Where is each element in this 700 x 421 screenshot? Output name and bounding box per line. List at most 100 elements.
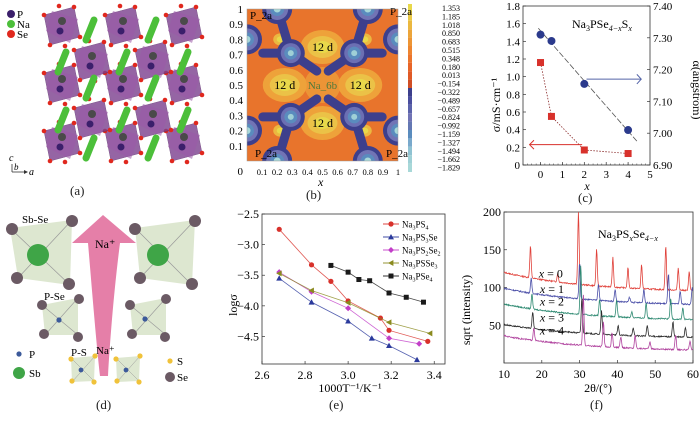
legend-label-part: 3 [426,239,429,245]
contour-x-tick-label: 0.9 [378,167,389,177]
x-tick-label: 0 [538,169,544,181]
composition-label: x = 2 [539,295,564,309]
legend-p-icon [7,10,15,18]
data-point [308,299,315,305]
x-tick-label: 3 [603,169,609,181]
composition-label-x: x [539,282,546,296]
se-atom [71,105,77,111]
se-atom [108,42,114,48]
composition-label-x: x [539,310,546,324]
legend-label-part: PS [416,220,426,230]
title-part: 4−x [645,234,658,243]
sb-atom [27,244,49,266]
legend-sb-icon [13,367,25,379]
se-atom [56,3,62,9]
na-channel [82,16,98,44]
contour-level [247,127,251,135]
pse4-face [76,104,108,136]
se-atom [132,47,138,53]
se-atom [138,34,144,40]
conductivity-point [547,112,555,120]
contour-y-tick-label: 0.5 [229,80,243,92]
atom [149,52,157,60]
colorbar-tick-label: 0.013 [442,71,460,80]
atom [58,17,66,25]
pse4-face [76,46,108,78]
contour-level [394,127,398,135]
se-atom [107,69,113,75]
se-atom [132,120,138,126]
conductivity-point [624,150,632,158]
na-channel [144,134,160,162]
na-channel [115,106,131,134]
pse4-face [46,11,78,43]
y-tick-label: 50 [489,318,501,332]
title-part: 3 [586,24,590,33]
y-right-tick-label: 6.90 [653,160,673,172]
colorbar-tick-label: −1.159 [437,130,460,139]
legend-label-part: 2 [438,252,441,258]
y-right-tick-label: 7.10 [653,96,673,108]
se-atom [199,34,205,40]
na-channel [82,134,98,162]
chart-f-title: Na3PSxSe4−x [598,227,658,243]
se-atom [62,159,68,165]
colorbar-swatch [408,130,412,139]
colorbar-swatch [408,146,412,156]
contour-y-tick-label: 0.3 [229,110,243,122]
se-atom [169,158,175,164]
data-point [388,247,394,253]
panel-c-label: (c) [578,190,593,205]
contour-x-tick-label: 0.3 [287,167,298,177]
lattice-point [536,30,545,39]
y-tick-label: 0.4 [506,125,520,137]
legend-label: Na3PSe4 [402,272,433,284]
data-point [368,335,375,341]
colorbar-tick-label: 0.683 [442,38,460,47]
colorbar-swatch [408,79,412,88]
data-point [276,270,282,277]
data-point [356,277,362,283]
p-atom [117,85,125,93]
title-part: x [627,24,632,33]
lattice-point [580,79,589,88]
panel-d-label: (d) [96,397,112,412]
ps-polyhedron-left [68,353,98,385]
legend-label-part: 4 [430,278,433,284]
se-atom [107,127,113,133]
composition-label-value: = 3 [545,310,564,324]
colorbar-tick-label: −0.489 [437,96,460,105]
data-point [386,342,393,349]
se-atom [101,97,107,103]
xrd-pattern-line [503,298,693,339]
panel-c: 0 0.2 0.4 0.6 0.8 1.0 1.2 1.4 1.6 1.8 6.90 7.00 7.10… [460,0,700,205]
data-point [388,273,394,279]
crystal-structure-image: P Na Se c b a [7,3,205,178]
composition-label-x: x [539,323,546,337]
legend-na-label: Na [17,19,30,31]
title-part: PS [616,227,629,241]
site-12d-label: 12 d [312,40,333,54]
colorbar-tick-label: 0.850 [442,29,460,38]
contour-y-tick-label: 0.6 [229,65,243,77]
legend-label: Na3PS4 [402,220,429,232]
contour-level [273,157,281,161]
xrd-pattern-line [503,294,693,352]
plot-frame [522,5,651,166]
atom [58,75,66,83]
colorbar-tick-label: 0.348 [442,54,460,63]
legend-label-part: 3 [413,265,416,271]
y-tick-label: 150 [483,243,501,257]
contour-level [314,41,331,53]
x-tick-label: 60 [687,367,699,381]
contour-y-tick-label: 0.8 [229,34,243,46]
se-atom [193,4,199,10]
title-part: 3 [612,234,616,243]
x-tick-label: 3.4 [427,368,442,382]
contour-level [351,50,358,57]
y-right-tick-label: 7.40 [653,1,673,13]
colorbar-swatch [408,20,412,30]
se-atom [123,43,129,49]
atom [88,110,96,118]
colorbar-swatch [408,155,412,164]
